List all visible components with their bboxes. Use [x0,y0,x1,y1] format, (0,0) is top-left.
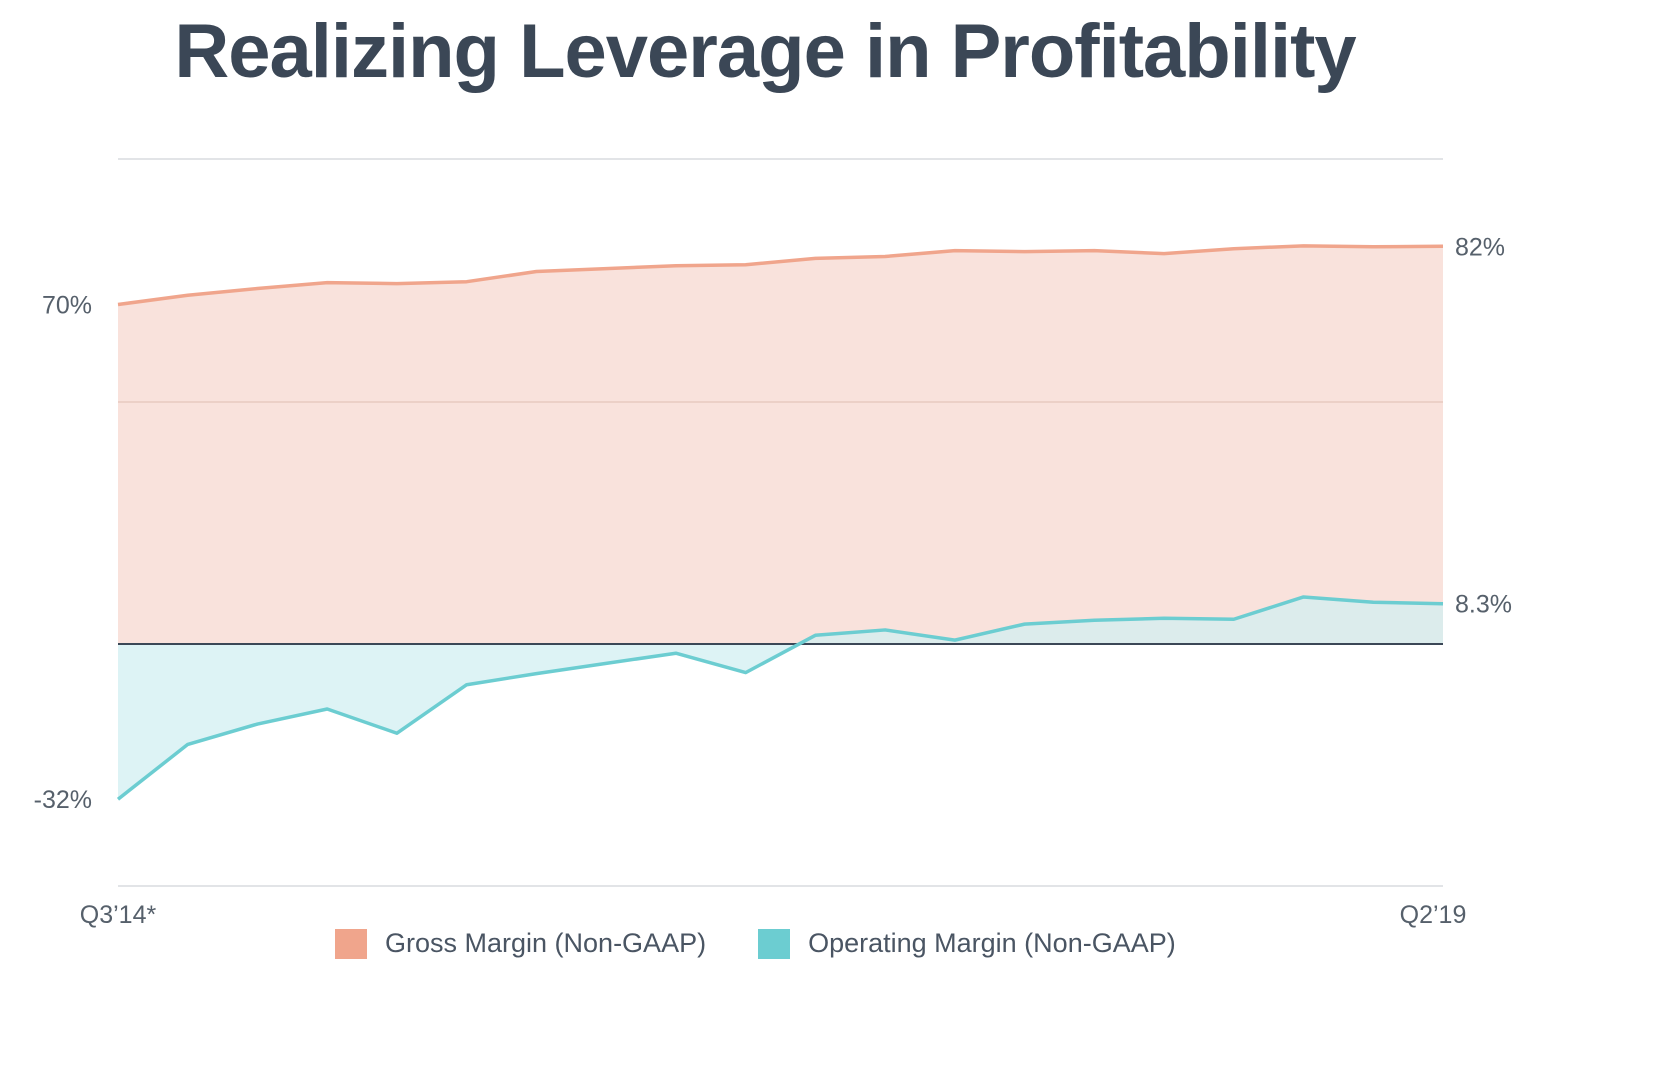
area-series-1 [118,596,1443,800]
legend: Gross Margin (Non-GAAP) Operating Margin… [335,928,1176,959]
label-gross-start: 70% [42,292,92,320]
area-series-0 [118,245,1443,644]
legend-item-operating: Operating Margin (Non-GAAP) [758,928,1176,959]
legend-swatch-gross [335,928,367,959]
legend-label-operating: Operating Margin (Non-GAAP) [808,928,1176,958]
legend-label-gross: Gross Margin (Non-GAAP) [385,928,707,958]
x-tick-start: Q3’14* [80,901,157,929]
x-tick-end: Q2’19 [1400,901,1467,929]
label-gross-end: 82% [1455,233,1505,261]
line-series-1 [116,595,1444,801]
legend-item-gross: Gross Margin (Non-GAAP) [335,928,706,959]
label-operating-end: 8.3% [1455,591,1512,619]
line-series-0 [117,244,1444,307]
label-operating-start: -32% [34,786,92,814]
chart-title: Realizing Leverage in Profitability [174,9,1356,94]
legend-swatch-operating [758,928,791,959]
